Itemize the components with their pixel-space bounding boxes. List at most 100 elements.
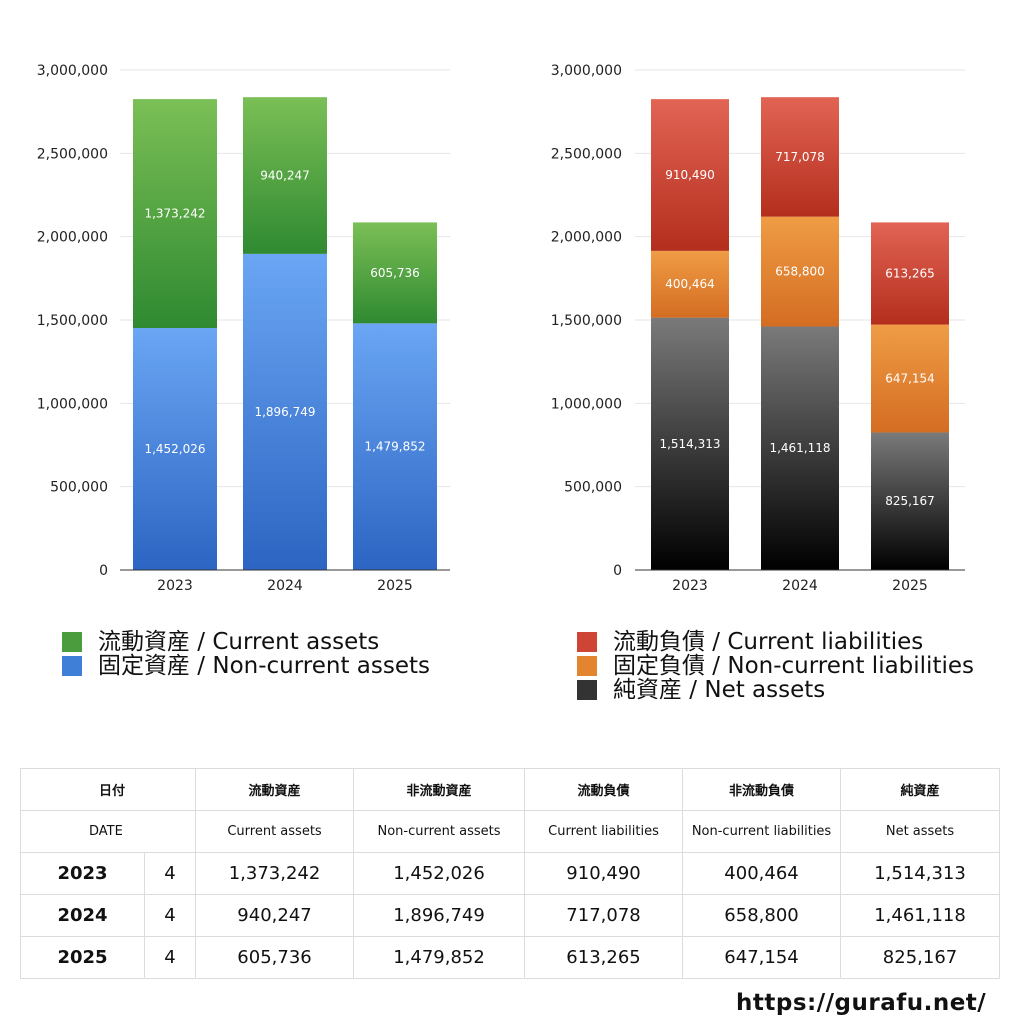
cell-current-assets: 1,373,242 <box>195 852 355 895</box>
data-label: 658,800 <box>775 265 825 279</box>
x-tick-label: 2025 <box>892 578 928 594</box>
y-tick-label: 0 <box>613 563 622 579</box>
header-non-current-assets-en: Non-current assets <box>353 810 526 853</box>
header-non-current-assets-jp: 非流動資産 <box>353 768 526 811</box>
assets-bar-2023-series-0 <box>133 327 217 570</box>
x-tick-label: 2024 <box>267 578 303 594</box>
liabilities-bar-2023-series-0 <box>651 317 729 570</box>
header-current-assets-jp: 流動資産 <box>195 768 355 811</box>
liabilities-bar-2025-series-0 <box>871 432 949 570</box>
table-row: 2024 4 940,247 1,896,749 717,078 658,800… <box>20 894 1001 937</box>
header-current-liabilities-jp: 流動負債 <box>524 768 684 811</box>
cell-non-current-assets: 1,452,026 <box>353 852 526 895</box>
legend-label: 固定負債 / Non-current liabilities <box>613 653 974 679</box>
legend-label: 流動資産 / Current assets <box>98 629 380 655</box>
header-non-current-liabilities-jp: 非流動負債 <box>682 768 842 811</box>
x-tick-label: 2023 <box>157 578 193 594</box>
assets-bar-2025-series-1 <box>353 222 437 324</box>
assets-chart: 0 500,000 1,000,000 1,500,000 2,000,000 2,500… <box>37 63 450 594</box>
liabilities-bar-2023-series-1 <box>651 250 729 318</box>
data-label: 1,896,749 <box>254 405 315 419</box>
table-header-jp: 日付 流動資産 非流動資産 流動負債 非流動負債 純資産 <box>19 768 1001 811</box>
y-tick-label: 2,000,000 <box>551 230 622 246</box>
header-net-assets-jp: 純資産 <box>840 768 1001 811</box>
y-tick-label: 1,500,000 <box>551 313 622 329</box>
header-current-assets-en: Current assets <box>195 810 355 853</box>
assets-bar-2025-series-0 <box>353 323 437 570</box>
legend-swatch <box>577 680 597 700</box>
data-label: 910,490 <box>665 168 715 182</box>
y-tick-label: 1,000,000 <box>37 396 108 412</box>
y-tick-label: 500,000 <box>564 480 622 496</box>
data-label: 1,479,852 <box>364 440 425 454</box>
y-tick-label: 1,500,000 <box>37 313 108 329</box>
data-label: 1,452,026 <box>144 442 205 456</box>
y-tick-label: 3,000,000 <box>551 63 622 79</box>
row-count: 4 <box>143 894 197 937</box>
legend-item: 流動資産 / Current assets <box>62 630 430 654</box>
liabilities-bar-2023-series-2 <box>651 99 729 251</box>
legend-item: 固定負債 / Non-current liabilities <box>577 654 974 678</box>
cell-current-liabilities: 910,490 <box>524 852 684 895</box>
liabilities-bar-2025-series-2 <box>871 222 949 325</box>
row-year: 2023 <box>20 852 145 895</box>
header-date-jp: 日付 <box>19 768 197 811</box>
liabilities-chart: 0 500,000 1,000,000 1,500,000 2,000,000 2,500… <box>551 63 965 594</box>
row-year: 2024 <box>20 894 145 937</box>
header-current-liabilities-en: Current liabilities <box>524 810 684 853</box>
y-tick-label: 3,000,000 <box>37 63 108 79</box>
charts-canvas: 0 500,000 1,000,000 1,500,000 2,000,000 2,500… <box>37 63 965 594</box>
row-count: 4 <box>143 936 197 979</box>
cell-non-current-liabilities: 647,154 <box>682 936 842 979</box>
data-label: 647,154 <box>885 372 935 386</box>
y-tick-label: 500,000 <box>50 480 108 496</box>
cell-net-assets: 1,461,118 <box>840 894 1001 937</box>
data-label: 717,078 <box>775 150 825 164</box>
x-tick-label: 2024 <box>782 578 818 594</box>
header-net-assets-en: Net assets <box>840 810 1001 853</box>
cell-non-current-assets: 1,896,749 <box>353 894 526 937</box>
liabilities-bar-2024-series-2 <box>761 97 839 217</box>
legend-item: 固定資産 / Non-current assets <box>62 654 430 678</box>
data-label: 825,167 <box>885 494 935 508</box>
header-non-current-liabilities-en: Non-current liabilities <box>682 810 842 853</box>
assets-bar-2023-series-1 <box>133 99 217 328</box>
assets-bar-2024-series-1 <box>243 97 327 254</box>
legend-label: 純資産 / Net assets <box>613 677 826 703</box>
data-label: 1,514,313 <box>659 437 720 451</box>
legend-item: 純資産 / Net assets <box>577 678 974 702</box>
liabilities-bar-2024-series-1 <box>761 216 839 327</box>
legend-swatch <box>62 656 82 676</box>
assets-legend: 流動資産 / Current assets 固定資産 / Non-current … <box>62 630 430 678</box>
legend-swatch <box>577 656 597 676</box>
cell-net-assets: 825,167 <box>840 936 1001 979</box>
data-label: 1,373,242 <box>144 207 205 221</box>
cell-current-liabilities: 613,265 <box>524 936 684 979</box>
y-tick-label: 1,000,000 <box>551 396 622 412</box>
assets-bar-2024-series-0 <box>243 253 327 570</box>
legend-swatch <box>62 632 82 652</box>
site-url: https://gurafu.net/ <box>736 990 987 1016</box>
row-count: 4 <box>143 852 197 895</box>
cell-current-assets: 605,736 <box>195 936 355 979</box>
y-tick-label: 2,500,000 <box>551 146 622 162</box>
cell-non-current-liabilities: 400,464 <box>682 852 842 895</box>
x-tick-label: 2023 <box>672 578 708 594</box>
cell-non-current-liabilities: 658,800 <box>682 894 842 937</box>
row-year: 2025 <box>20 936 145 979</box>
cell-non-current-assets: 1,479,852 <box>353 936 526 979</box>
data-label: 605,736 <box>370 266 420 280</box>
table-row: 2025 4 605,736 1,479,852 613,265 647,154… <box>20 936 1001 979</box>
legend-swatch <box>577 632 597 652</box>
y-tick-label: 2,500,000 <box>37 146 108 162</box>
table-row: 2023 4 1,373,242 1,452,026 910,490 400,4… <box>20 852 1001 895</box>
legend-label: 固定資産 / Non-current assets <box>98 653 431 679</box>
data-label: 940,247 <box>260 169 310 183</box>
y-tick-label: 2,000,000 <box>37 230 108 246</box>
cell-current-assets: 940,247 <box>195 894 355 937</box>
legend-item: 流動負債 / Current liabilities <box>577 630 974 654</box>
x-tick-label: 2025 <box>377 578 413 594</box>
data-label: 1,461,118 <box>769 441 830 455</box>
cell-net-assets: 1,514,313 <box>840 852 1001 895</box>
table-header-en: DATE Current assets Non-current assets C… <box>19 810 1001 853</box>
